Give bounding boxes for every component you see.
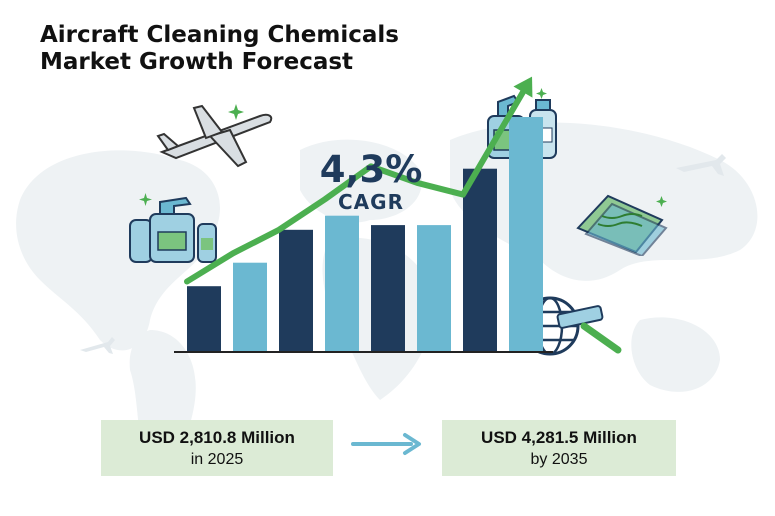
cagr-label: CAGR — [338, 190, 404, 214]
end-value: USD 4,281.5 Million — [481, 428, 637, 447]
airplane-silhouette-icon — [676, 154, 726, 176]
cagr-value: 4,3% — [319, 148, 423, 191]
start-period: in 2025 — [190, 451, 244, 468]
spray-bottle-icon — [129, 193, 217, 263]
trend-line — [184, 78, 532, 285]
end-period: by 2035 — [530, 451, 588, 468]
title-line-2: Market Growth Forecast — [40, 49, 354, 75]
title-line-1: Aircraft Cleaning Chemicals — [40, 22, 399, 48]
start-value-box: USD 2,810.8 Million in 2025 — [101, 420, 333, 476]
bar-7 — [463, 168, 497, 352]
bar-5 — [371, 225, 405, 352]
bar-1 — [187, 286, 221, 352]
bar-6 — [417, 225, 451, 352]
bar-8 — [509, 117, 543, 352]
trend-arrowhead — [513, 76, 533, 98]
end-value-box: USD 4,281.5 Million by 2035 — [442, 420, 676, 476]
bar-3 — [279, 229, 313, 352]
start-value: USD 2,810.8 Million — [139, 428, 295, 447]
right-arrow-icon — [351, 433, 421, 455]
airplane-icon — [156, 104, 273, 168]
bar-2 — [233, 262, 267, 352]
cleaning-cloth-icon — [576, 194, 668, 256]
bar-4 — [325, 215, 359, 352]
